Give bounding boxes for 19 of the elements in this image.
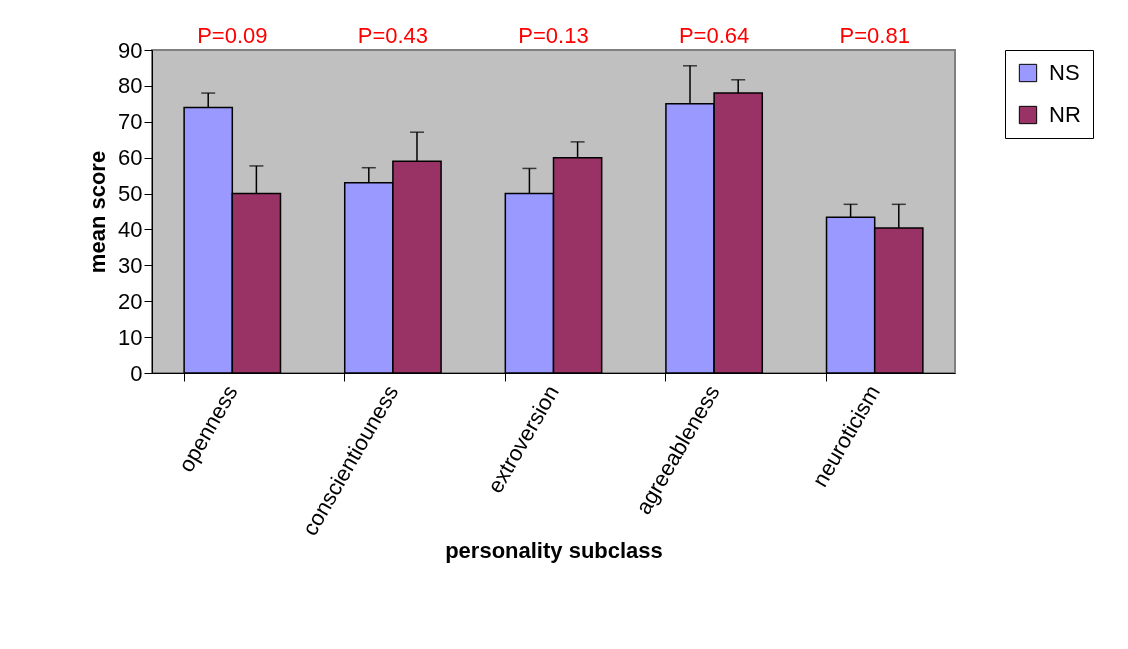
y-tick-label: 80 — [118, 73, 143, 99]
y-tick-label: 70 — [118, 109, 143, 135]
y-tick-label: 10 — [118, 324, 143, 350]
legend-label: NR — [1049, 102, 1081, 127]
y-tick-label: 90 — [118, 37, 143, 63]
text: P=0.43 — [357, 23, 429, 48]
text: P=0.81 — [839, 23, 910, 48]
x-axis-title: personality subclass — [445, 538, 663, 564]
y-tick-label: 30 — [118, 252, 143, 278]
legend-label: NS — [1049, 60, 1080, 85]
y-tick-label: 0 — [130, 360, 143, 386]
text: P=0.09 — [197, 23, 268, 48]
y-tick-label: 40 — [118, 216, 143, 242]
y-tick-label: 50 — [118, 181, 143, 207]
y-tick-label: 20 — [118, 288, 143, 314]
text: P=0.13 — [518, 23, 589, 48]
y-axis-title: mean score — [85, 150, 111, 274]
y-tick-label: 60 — [118, 145, 143, 171]
text: P=0.64 — [678, 23, 750, 48]
